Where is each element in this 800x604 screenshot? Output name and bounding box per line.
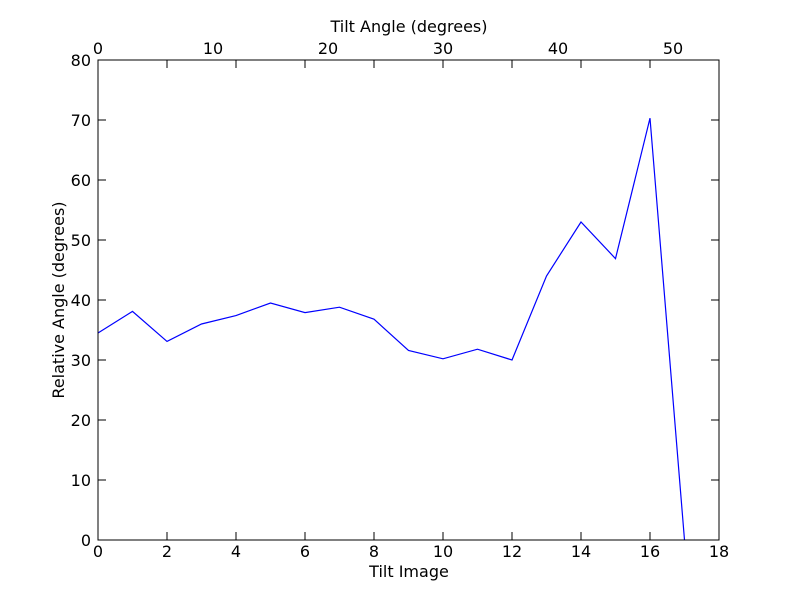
series-line xyxy=(97,118,686,541)
y-tick-label: 70 xyxy=(71,111,91,130)
x-tick-label: 2 xyxy=(162,542,172,561)
x-tick-label: 16 xyxy=(640,542,660,561)
x2-tick-label: 50 xyxy=(663,39,683,58)
x2-tick-label: 10 xyxy=(203,39,223,58)
x-axis-label: Tilt Image xyxy=(368,562,449,581)
x2-tick-label: 40 xyxy=(548,39,568,58)
x2-axis-label: Tilt Angle (degrees) xyxy=(329,17,487,36)
plot-frame xyxy=(97,59,720,541)
y-axis-label: Relative Angle (degrees) xyxy=(49,201,68,398)
y-tick-label: 50 xyxy=(71,231,91,250)
y-tick-label: 40 xyxy=(71,291,91,310)
y-tick-label: 10 xyxy=(71,471,91,490)
x-tick-label: 10 xyxy=(433,542,453,561)
plot-background xyxy=(98,60,719,540)
x-tick-label: 18 xyxy=(709,542,729,561)
y-tick-label: 80 xyxy=(71,51,91,70)
x2-tick-label: 0 xyxy=(93,39,103,58)
tick-layer: 0 2 4 6 8 10 12 14 16 18 0 10 20 30 40 50 0 10 20 30 40 50 60 7… xyxy=(71,39,730,561)
y-tick-label: 0 xyxy=(81,531,91,550)
y-tick-label: 60 xyxy=(71,171,91,190)
series-layer xyxy=(97,118,686,541)
y-tick-label: 30 xyxy=(71,351,91,370)
y-tick-label: 20 xyxy=(71,411,91,430)
x2-tick-label: 30 xyxy=(433,39,453,58)
x-tick-label: 0 xyxy=(93,542,103,561)
x-tick-label: 4 xyxy=(231,542,241,561)
x-tick-label: 12 xyxy=(502,542,522,561)
x-tick-label: 8 xyxy=(369,542,379,561)
x-tick-label: 14 xyxy=(571,542,591,561)
x2-tick-label: 20 xyxy=(318,39,338,58)
x-tick-label: 6 xyxy=(300,542,310,561)
